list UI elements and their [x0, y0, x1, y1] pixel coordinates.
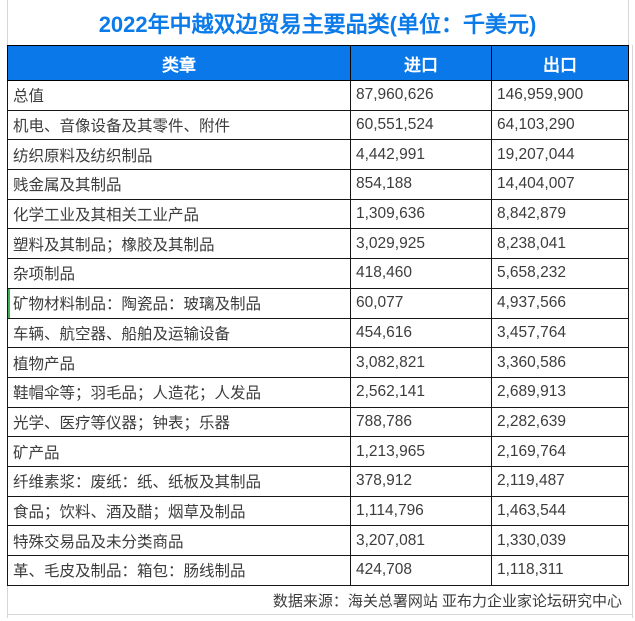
table-row: 总值 87,960,626 146,959,900: [7, 80, 629, 111]
export-cell: 146,959,900: [491, 80, 629, 111]
category-cell: 光学、医疗等仪器；钟表；乐器: [7, 406, 351, 438]
table-body: 总值 87,960,626 146,959,900 机电、音像设备及其零件、附件 60,…: [7, 80, 629, 586]
import-cell: 788,786: [350, 406, 492, 438]
export-cell: 5,658,232: [491, 258, 629, 289]
export-cell: 2,282,639: [491, 406, 629, 438]
gridline-bottom: [7, 614, 632, 615]
import-cell: 3,029,925: [350, 228, 492, 260]
export-cell: 8,842,879: [491, 198, 629, 230]
table-row: 纤维素浆：废纸：纸、纸板及其制品 378,912 2,119,487: [7, 465, 629, 497]
trade-table: 类章 进口 出口 总值 87,960,626 146,959,900 机电、音像设备及…: [7, 45, 629, 586]
category-cell: 矿产品: [7, 436, 351, 467]
export-cell: 1,118,311: [491, 555, 629, 586]
import-cell: 424,708: [350, 555, 492, 586]
green-accent-mark: [8, 289, 10, 318]
category-cell: 总值: [7, 80, 351, 111]
import-cell: 454,616: [350, 317, 492, 349]
import-cell: 1,309,636: [350, 198, 492, 230]
category-cell: 塑料及其制品；橡胶及其制品: [7, 228, 351, 260]
export-cell: 8,238,041: [491, 228, 629, 260]
export-cell: 3,360,586: [491, 347, 629, 378]
import-cell: 60,077: [350, 287, 492, 319]
column-header-export: 出口: [491, 45, 629, 81]
export-cell: 14,404,007: [491, 169, 629, 200]
source-note: 数据来源：海关总署网站 亚布力企业家论坛研究中心: [272, 593, 622, 610]
import-cell: 60,551,524: [350, 109, 492, 141]
category-cell: 特殊交易品及未分类商品: [7, 525, 351, 556]
column-header-import: 进口: [350, 45, 492, 81]
export-cell: 64,103,290: [491, 109, 629, 141]
import-cell: 1,213,965: [350, 436, 492, 467]
header-row: 类章 进口 出口: [7, 45, 629, 81]
export-cell: 19,207,044: [491, 139, 629, 171]
import-cell: 4,442,991: [350, 139, 492, 171]
import-cell: 3,082,821: [350, 347, 492, 378]
table-row: 矿产品 1,213,965 2,169,764: [7, 436, 629, 467]
category-cell: 杂项制品: [7, 258, 351, 289]
export-cell: 1,463,544: [491, 495, 629, 527]
category-cell: 革、毛皮及制品：箱包：肠线制品: [7, 555, 351, 586]
export-cell: 2,689,913: [491, 376, 629, 408]
category-cell: 矿物材料制品：陶瓷品：玻璃及制品: [7, 287, 351, 319]
import-cell: 418,460: [350, 258, 492, 289]
import-cell: 87,960,626: [350, 80, 492, 111]
import-cell: 378,912: [350, 465, 492, 497]
gridline-right-title: [628, 0, 629, 45]
import-cell: 3,207,081: [350, 525, 492, 556]
export-cell: 3,457,764: [491, 317, 629, 349]
table-row: 食品；饮料、酒及醋；烟草及制品 1,114,796 1,463,544: [7, 495, 629, 527]
category-cell: 纤维素浆：废纸：纸、纸板及其制品: [7, 465, 351, 497]
category-cell: 车辆、航空器、船舶及运输设备: [7, 317, 351, 349]
category-cell: 鞋帽伞等；羽毛品；人造花；人发品: [7, 376, 351, 408]
category-cell: 植物产品: [7, 347, 351, 378]
table-row: 机电、音像设备及其零件、附件 60,551,524 64,103,290: [7, 109, 629, 141]
table-row: 车辆、航空器、船舶及运输设备 454,616 3,457,764: [7, 317, 629, 349]
table-row: 特殊交易品及未分类商品 3,207,081 1,330,039: [7, 525, 629, 556]
table-row: 矿物材料制品：陶瓷品：玻璃及制品 60,077 4,937,566: [7, 287, 629, 319]
category-cell: 化学工业及其相关工业产品: [7, 198, 351, 230]
category-cell: 食品；饮料、酒及醋；烟草及制品: [7, 495, 351, 527]
category-cell: 机电、音像设备及其零件、附件: [7, 109, 351, 141]
table-row: 植物产品 3,082,821 3,360,586: [7, 347, 629, 378]
column-header-category: 类章: [7, 45, 351, 81]
table-row: 革、毛皮及制品：箱包：肠线制品 424,708 1,118,311: [7, 555, 629, 586]
gridline-right: [632, 45, 633, 618]
export-cell: 4,937,566: [491, 287, 629, 319]
category-cell: 纺织原料及纺织制品: [7, 139, 351, 171]
import-cell: 854,188: [350, 169, 492, 200]
table-row: 贱金属及其制品 854,188 14,404,007: [7, 169, 629, 200]
export-cell: 2,169,764: [491, 436, 629, 467]
table-row: 杂项制品 418,460 5,658,232: [7, 258, 629, 289]
export-cell: 2,119,487: [491, 465, 629, 497]
table-row: 塑料及其制品；橡胶及其制品 3,029,925 8,238,041: [7, 228, 629, 260]
table-row: 鞋帽伞等；羽毛品；人造花；人发品 2,562,141 2,689,913: [7, 376, 629, 408]
page-title: 2022年中越双边贸易主要品类(单位：千美元): [98, 11, 537, 37]
table-row: 纺织原料及纺织制品 4,442,991 19,207,044: [7, 139, 629, 171]
import-cell: 1,114,796: [350, 495, 492, 527]
category-cell: 贱金属及其制品: [7, 169, 351, 200]
table-row: 化学工业及其相关工业产品 1,309,636 8,842,879: [7, 198, 629, 230]
import-cell: 2,562,141: [350, 376, 492, 408]
export-cell: 1,330,039: [491, 525, 629, 556]
table-row: 光学、医疗等仪器；钟表；乐器 788,786 2,282,639: [7, 406, 629, 438]
